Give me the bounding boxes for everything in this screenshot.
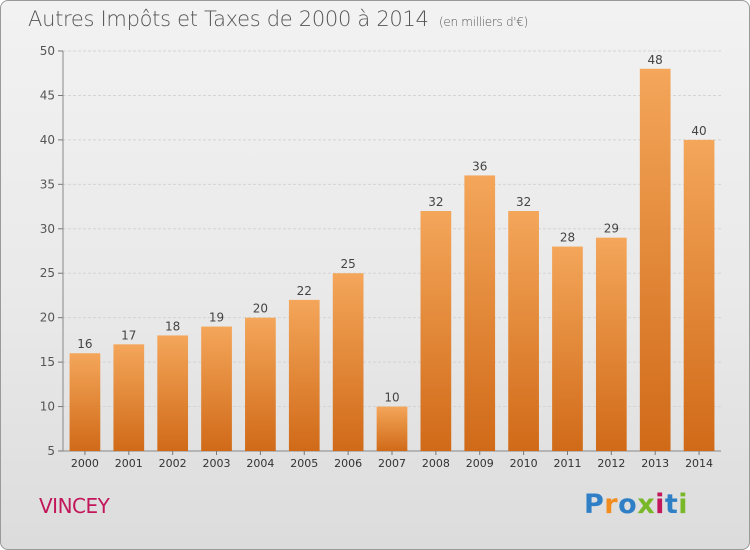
chart-title-text: Autres Impôts et Taxes de 2000 à 2014 — [28, 7, 429, 31]
x-tick-label-2014: 2014 — [685, 457, 713, 470]
town-name: VINCEY — [39, 494, 110, 518]
data-label-2006: 25 — [340, 257, 355, 271]
x-tick-label-2006: 2006 — [334, 457, 362, 470]
x-tick-label-2009: 2009 — [466, 457, 494, 470]
x-tick-label-2004: 2004 — [246, 457, 274, 470]
bar-2000 — [69, 353, 101, 451]
data-label-2009: 36 — [472, 159, 487, 173]
x-tick-label-2012: 2012 — [597, 457, 625, 470]
x-tick-label-2008: 2008 — [422, 457, 450, 470]
bar-2008 — [420, 211, 452, 451]
y-tick-label: 30 — [40, 222, 55, 236]
bar-2012 — [595, 237, 627, 451]
logo-letter: P — [584, 489, 605, 520]
data-label-2011: 28 — [560, 231, 575, 245]
bar-2011 — [552, 246, 583, 451]
bar-2006 — [332, 273, 364, 451]
data-label-2008: 32 — [428, 195, 443, 209]
x-tick-label-2003: 2003 — [203, 457, 231, 470]
y-tick-label: 50 — [40, 44, 55, 58]
data-label-2014: 40 — [691, 124, 706, 138]
x-tick-label-2011: 2011 — [553, 457, 581, 470]
bar-2004 — [245, 317, 276, 451]
logo-letter: x — [637, 489, 656, 520]
logo-letter: i — [655, 489, 665, 520]
data-label-2000: 16 — [77, 337, 92, 351]
y-tick-label: 15 — [40, 355, 55, 369]
logo-letter: r — [604, 489, 619, 520]
logo-letter: i — [678, 489, 689, 520]
y-tick-label: 35 — [40, 177, 55, 191]
bar-2009 — [464, 175, 496, 451]
logo-letter: o — [618, 489, 638, 520]
y-tick-label: 10 — [40, 400, 55, 414]
label-layer: 16 2000 17 2001 18 2002 19 2003 20 2004 22 2005 25 20… — [71, 53, 713, 470]
data-label-2003: 19 — [209, 311, 224, 325]
x-tick-label-2007: 2007 — [378, 457, 406, 470]
y-tick-label: 20 — [40, 311, 55, 325]
x-tick-label-2005: 2005 — [290, 457, 318, 470]
data-label-2001: 17 — [121, 328, 136, 342]
data-label-2012: 29 — [604, 222, 619, 236]
bar-2014 — [683, 139, 715, 451]
y-tick-label: 45 — [40, 88, 55, 102]
data-label-2013: 48 — [648, 53, 663, 67]
x-tick-label-2013: 2013 — [641, 457, 669, 470]
bar-layer — [69, 68, 715, 452]
data-label-2002: 18 — [165, 319, 180, 333]
bar-2013 — [639, 68, 671, 452]
bar-2002 — [157, 335, 189, 451]
x-tick-label-2001: 2001 — [115, 457, 143, 470]
chart-subtitle: (en milliers d'€) — [439, 15, 529, 29]
data-label-2005: 22 — [297, 284, 312, 298]
logo-letter: t — [664, 489, 679, 520]
x-tick-label-2002: 2002 — [159, 457, 187, 470]
y-tick-label: 5 — [47, 444, 55, 458]
bar-2007 — [376, 406, 408, 451]
data-label-2004: 20 — [253, 302, 268, 316]
data-label-2010: 32 — [516, 195, 531, 209]
proxiti-logo[interactable]: Proxiti — [584, 489, 688, 520]
bar-2001 — [113, 344, 145, 451]
y-tick-label: 40 — [40, 133, 55, 147]
chart-title: Autres Impôts et Taxes de 2000 à 2014 (e… — [28, 7, 528, 31]
y-tick-label: 25 — [40, 266, 55, 280]
axis-layer: 5 10 15 20 25 30 35 40 45 50 — [40, 44, 721, 458]
bar-2003 — [201, 326, 232, 451]
data-label-2007: 10 — [384, 391, 399, 405]
x-tick-label-2010: 2010 — [510, 457, 538, 470]
x-tick-label-2000: 2000 — [71, 457, 99, 470]
bar-2010 — [508, 211, 539, 451]
bar-2005 — [288, 299, 320, 451]
